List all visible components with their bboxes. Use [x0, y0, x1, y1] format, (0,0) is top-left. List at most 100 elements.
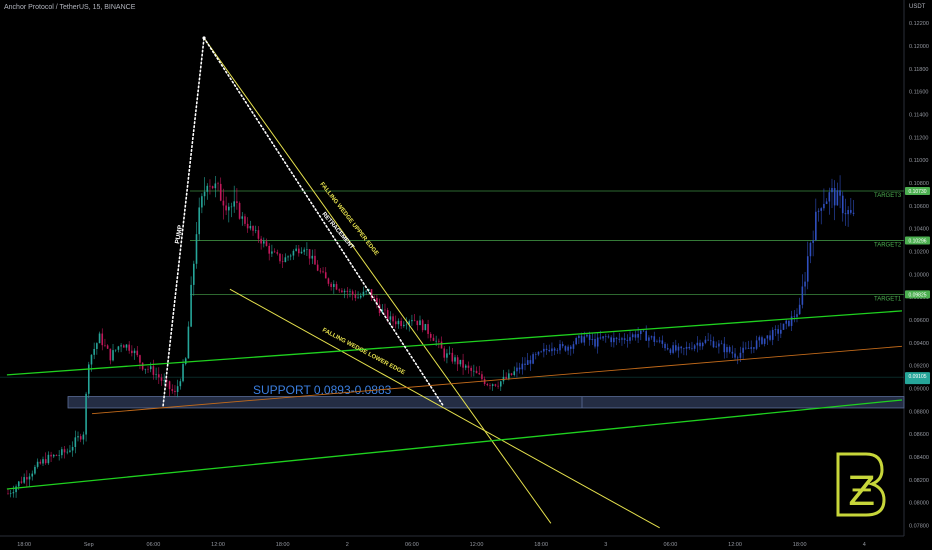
candle-body	[292, 250, 295, 256]
candle-body	[599, 337, 602, 339]
candle-body	[529, 360, 532, 364]
candle-body	[198, 207, 200, 235]
candle-body	[548, 349, 551, 352]
candle-body	[516, 367, 518, 372]
y-tick-label: 0.09600	[909, 318, 929, 324]
candle-body	[505, 376, 507, 379]
candle-body	[39, 461, 42, 464]
candle-body	[432, 337, 435, 341]
candle-body	[631, 334, 634, 338]
candle-body	[499, 381, 502, 387]
candle-body	[147, 368, 149, 370]
candle-body	[796, 314, 798, 317]
candle-body	[710, 340, 712, 342]
candle-body	[556, 350, 559, 351]
y-tick-label: 0.11000	[909, 158, 928, 164]
candle-body	[12, 492, 15, 494]
candle-body	[443, 348, 446, 358]
candle-body	[583, 336, 586, 343]
target-price-tag-label: 0.09825	[908, 292, 926, 298]
candle-body	[483, 379, 486, 385]
candle-body	[359, 295, 362, 298]
logo-symbol: Ƶ	[848, 469, 875, 515]
candle-body	[718, 343, 720, 347]
candle-body	[629, 337, 631, 341]
candle-body	[745, 347, 747, 349]
target-price-tag	[905, 290, 930, 299]
candle-body	[403, 324, 405, 327]
y-tick-label: 0.10400	[909, 227, 929, 233]
candle-body	[588, 334, 591, 340]
y-tick-label: 0.08800	[909, 409, 929, 415]
candle-body	[184, 358, 187, 365]
candle-body	[349, 291, 351, 292]
y-tick-label: 0.08200	[909, 478, 929, 484]
y-tick-label: 0.08000	[909, 501, 929, 507]
trendline-pump-line	[162, 37, 205, 407]
candle-body	[812, 240, 814, 243]
candle-body	[543, 348, 545, 352]
candle-body	[815, 211, 817, 241]
candle-body	[71, 446, 74, 451]
candle-body	[77, 436, 79, 438]
candle-body	[314, 255, 316, 265]
candle-body	[34, 466, 36, 474]
candle-body	[642, 330, 645, 332]
candle-body	[696, 342, 699, 346]
candle-body	[279, 253, 281, 262]
candle-body	[440, 341, 443, 349]
candle-body	[456, 357, 459, 365]
candle-body	[74, 437, 77, 447]
candle-body	[287, 256, 289, 258]
candle-body	[384, 309, 386, 311]
candle-body	[209, 185, 211, 187]
candle-body	[9, 493, 12, 494]
x-tick-label: 18:00	[17, 542, 31, 548]
candle-body	[459, 359, 462, 365]
candle-body	[295, 248, 297, 251]
candle-body	[664, 343, 666, 349]
candle-body	[335, 284, 338, 290]
candle-body	[122, 345, 125, 348]
candle-body	[728, 347, 731, 352]
y-tick-label: 0.10000	[909, 272, 929, 278]
candle-body	[852, 212, 855, 214]
y-tick-label: 0.10200	[909, 250, 929, 256]
candle-body	[559, 344, 561, 351]
candle-body	[451, 352, 454, 362]
candle-body	[289, 255, 292, 257]
candle-body	[225, 205, 227, 211]
candle-body	[785, 320, 788, 324]
y-tick-label: 0.08400	[909, 455, 929, 461]
candle-body	[850, 210, 852, 213]
candle-body	[847, 210, 849, 215]
candle-body	[238, 202, 241, 219]
candle-body	[61, 449, 63, 456]
candle-body	[354, 294, 357, 298]
candle-body	[381, 309, 384, 314]
candle-body	[411, 320, 413, 322]
candle-body	[820, 208, 823, 211]
candle-body	[610, 337, 612, 343]
candle-body	[338, 289, 341, 291]
candle-body	[276, 252, 279, 254]
candle-body	[201, 196, 203, 208]
candle-body	[650, 336, 653, 338]
candle-body	[85, 393, 87, 435]
y-tick-label: 0.09200	[909, 364, 929, 370]
candle-body	[211, 186, 214, 189]
candle-body	[769, 335, 771, 340]
candle-body	[831, 188, 833, 193]
candle-body	[621, 338, 623, 340]
candle-body	[400, 320, 402, 327]
candle-body	[801, 286, 804, 305]
candle-body	[265, 241, 268, 246]
candle-body	[780, 329, 782, 334]
candle-body	[96, 343, 98, 349]
target-label: TARGET2	[874, 243, 902, 249]
candle-body	[90, 354, 93, 365]
candle-body	[389, 316, 392, 320]
candle-body	[454, 357, 456, 362]
candle-body	[182, 364, 184, 382]
